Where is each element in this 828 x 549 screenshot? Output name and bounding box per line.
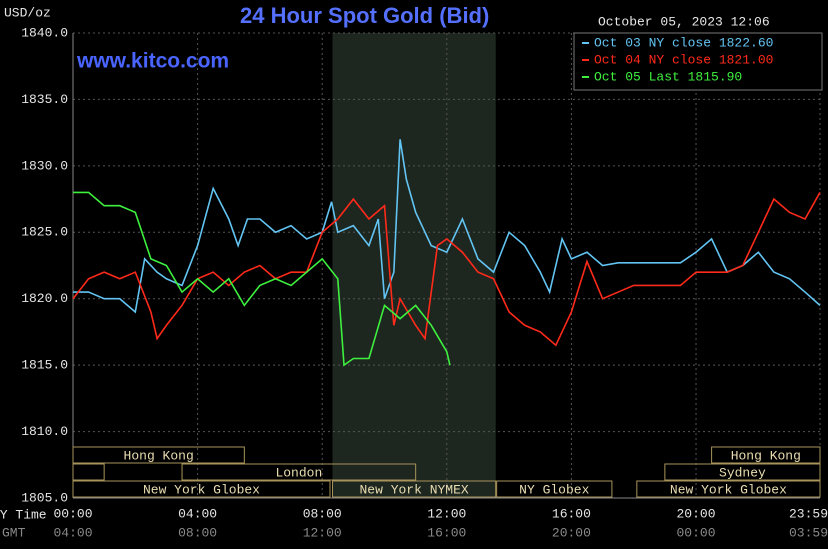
session-box <box>636 480 821 498</box>
session-box <box>181 463 417 481</box>
session-shade <box>332 33 496 498</box>
session-box <box>72 446 245 464</box>
session-box <box>496 480 613 498</box>
series-line <box>73 139 821 314</box>
session-label: New York NYMEX <box>359 482 468 497</box>
x2-tick-label: 16:00 <box>427 525 466 540</box>
x2-tick-label: 03:59 <box>789 525 828 540</box>
y-tick-label: 1820.0 <box>21 291 68 306</box>
x2-tick-label: 20:00 <box>552 525 591 540</box>
x-tick-label: 23:59 <box>789 506 828 521</box>
x-tick-label: 20:00 <box>677 506 716 521</box>
session-box <box>664 463 821 481</box>
y-tick-label: 1840.0 <box>21 25 68 40</box>
session-label: New York Globex <box>670 482 787 497</box>
x2-tick-label: 08:00 <box>178 525 217 540</box>
session-box <box>72 480 331 498</box>
series-line <box>72 192 821 347</box>
timestamp: October 05, 2023 12:06 <box>598 14 770 29</box>
y-tick-label: 1835.0 <box>21 92 68 107</box>
legend-label: Oct 04 NY close 1821.00 <box>594 52 773 67</box>
x-tick-label: 08:00 <box>303 506 342 521</box>
chart-title: 24 Hour Spot Gold (Bid) <box>240 3 489 28</box>
x-tick-label: 12:00 <box>427 506 466 521</box>
session-label: NY Globex <box>519 482 589 497</box>
legend-label: Oct 05 Last 1815.90 <box>594 69 742 84</box>
y-tick-label: 1815.0 <box>21 358 68 373</box>
legend-label: Oct 03 NY close 1822.60 <box>594 35 773 50</box>
y-tick-label: 1825.0 <box>21 225 68 240</box>
x2-tick-label: 04:00 <box>53 525 92 540</box>
watermark: www.kitco.com <box>76 50 229 73</box>
session-label: New York Globex <box>143 482 260 497</box>
x-tick-label: 04:00 <box>178 506 217 521</box>
session-box <box>711 446 821 464</box>
session-box <box>72 463 105 481</box>
y-tick-label: 1805.0 <box>21 490 68 505</box>
session-label: Hong Kong <box>124 448 194 463</box>
x2-tick-label: 12:00 <box>303 525 342 540</box>
x-tick-label: 00:00 <box>53 506 92 521</box>
session-label: London <box>275 465 322 480</box>
x-axis-label: NY Time <box>0 507 47 522</box>
x2-axis-label: GMT <box>2 525 26 540</box>
session-box <box>331 480 497 498</box>
unit-label: USD/oz <box>4 5 51 20</box>
legend: Oct 03 NY close 1822.60 Oct 04 NY close 1… <box>573 32 823 91</box>
legend-box <box>573 32 823 91</box>
y-tick-label: 1830.0 <box>21 158 68 173</box>
x2-tick-label: 00:00 <box>677 525 716 540</box>
series-line <box>73 191 451 367</box>
y-tick-label: 1810.0 <box>21 424 68 439</box>
session-label: Sydney <box>719 465 766 480</box>
x-tick-label: 16:00 <box>552 506 591 521</box>
session-label: Hong Kong <box>731 448 801 463</box>
